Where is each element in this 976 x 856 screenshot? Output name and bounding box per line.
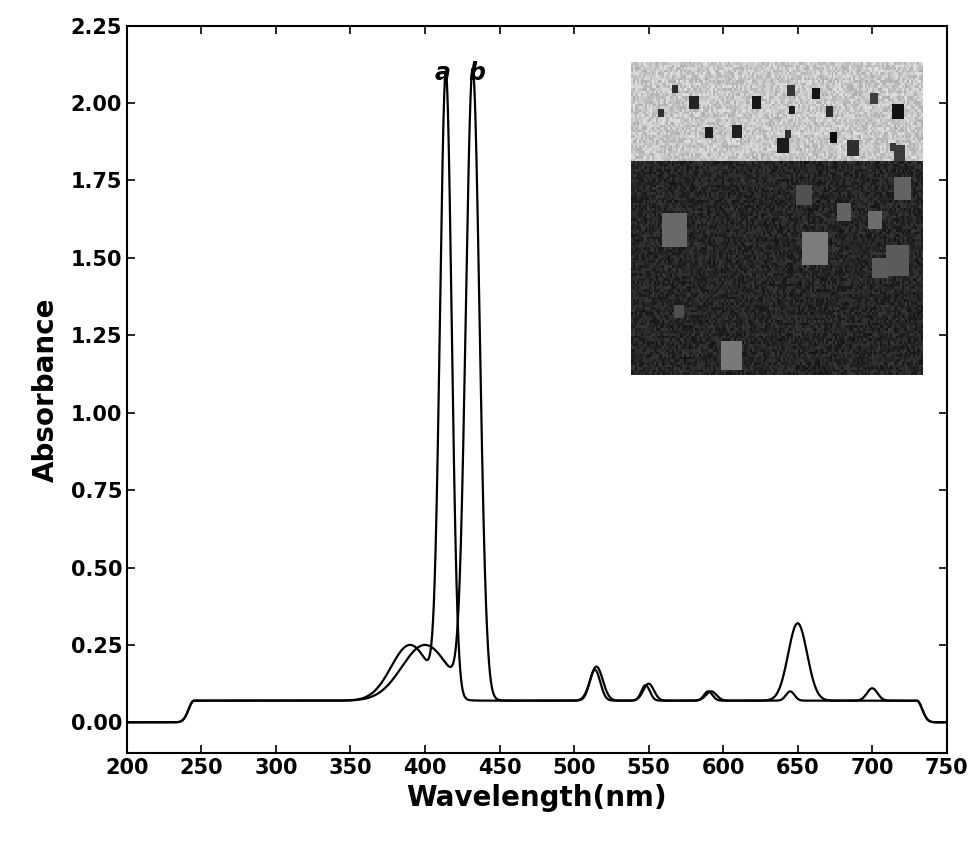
X-axis label: Wavelength(nm): Wavelength(nm) <box>406 784 668 811</box>
Text: b: b <box>468 61 486 85</box>
Text: a: a <box>435 61 451 85</box>
Y-axis label: Absorbance: Absorbance <box>31 297 60 482</box>
